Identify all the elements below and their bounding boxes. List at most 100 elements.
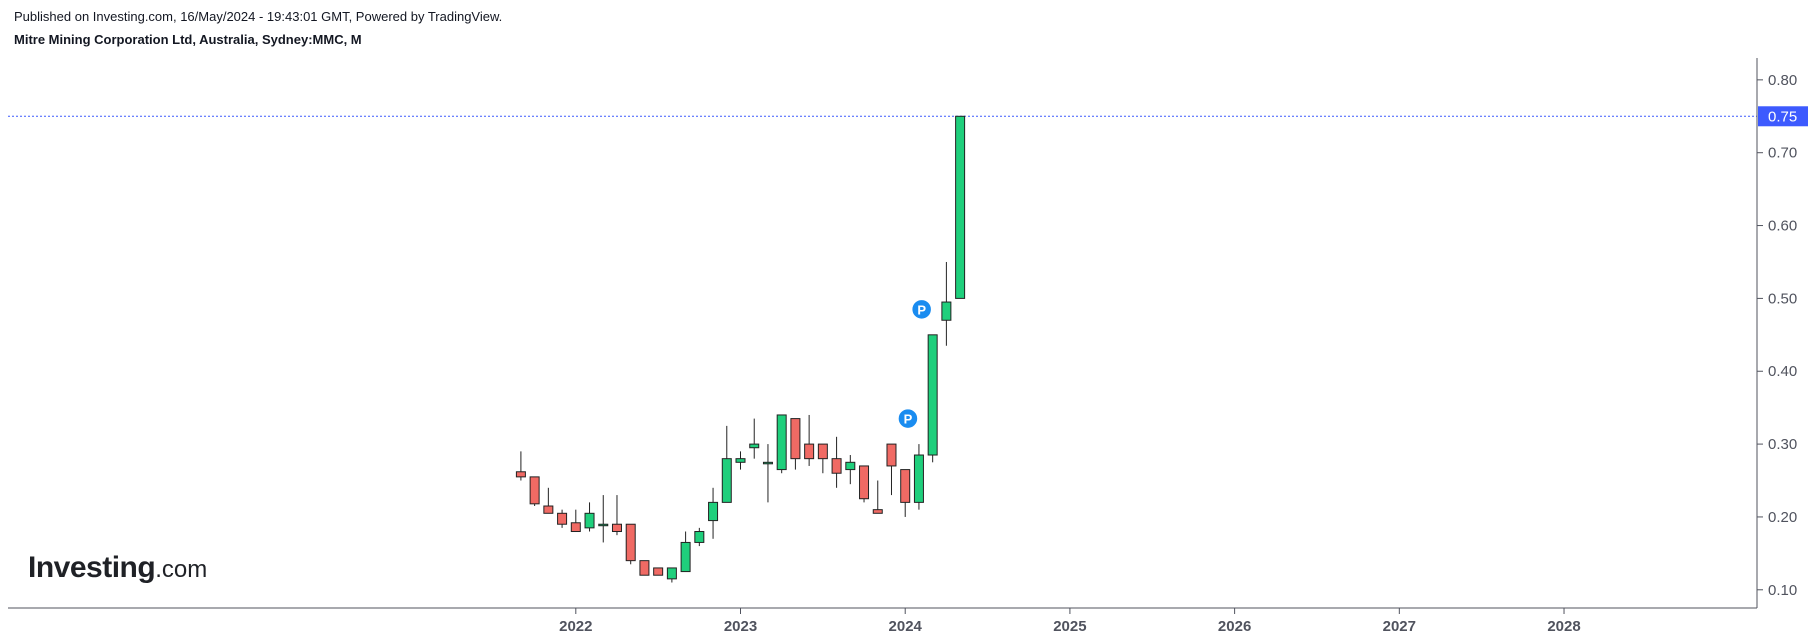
candle-body [570,522,581,533]
candle[interactable] [941,261,952,346]
candle-body [941,301,952,321]
candle[interactable] [625,523,636,565]
candle[interactable] [735,451,746,470]
event-marker-circle [910,298,933,321]
candle-body [639,560,650,576]
candle-body [831,458,842,474]
candle-body [611,523,622,533]
candle[interactable] [680,531,691,573]
candle-body [804,443,815,460]
instrument-title: Mitre Mining Corporation Ltd, Australia,… [14,32,362,47]
last-price-label: 0.75 [1768,108,1797,125]
x-axis-ticks: 2022 2023 2024 2025 2026 2027 2028 [559,608,1581,635]
y-axis-ticks: 0.10 0.20 0.30 0.40 0.50 0.60 0.70 0.80 [1757,72,1797,599]
candle-body [625,523,636,562]
x-tick-label: 2027 [1383,618,1416,635]
x-tick-label: 2025 [1053,618,1086,635]
candle[interactable] [749,418,760,459]
candle-body [721,458,732,503]
last-price-badge [1758,106,1808,127]
event-marker-circle [897,407,919,430]
candle[interactable] [913,444,924,510]
candle-body [515,471,526,478]
x-tick-label: 2022 [559,618,592,635]
candle-body [900,469,911,503]
candle[interactable] [584,502,595,532]
logo-text: Investing [28,551,156,584]
candle-body [872,509,883,514]
candle[interactable] [515,451,526,481]
candle[interactable] [859,465,870,503]
x-tick-label: 2028 [1547,618,1580,635]
candle[interactable] [639,560,650,576]
candle[interactable] [845,455,856,485]
candle[interactable] [666,567,677,583]
candle-body [666,567,677,580]
candle-body [776,414,787,471]
y-tick-label: 0.60 [1768,218,1797,235]
candle[interactable] [804,414,815,466]
candle-body [913,454,924,503]
y-tick-label: 0.70 [1768,145,1797,162]
candle-body [557,512,568,525]
candle-body [708,501,719,522]
candle[interactable] [694,527,705,547]
candles-layer [515,115,966,583]
candle[interactable] [529,476,540,507]
candle-body [543,505,554,514]
event-marker-label: P [904,412,913,427]
candle[interactable] [776,414,787,474]
candle[interactable] [570,509,581,533]
candle[interactable] [955,115,966,299]
candle[interactable] [831,436,842,488]
y-tick-label: 0.10 [1768,582,1797,599]
x-tick-label: 2026 [1218,618,1251,635]
last-price-layer: 0.75 [1758,106,1808,127]
candle[interactable] [721,425,732,503]
candle[interactable] [900,469,911,517]
event-marker[interactable]: P [897,407,919,430]
candle[interactable] [886,443,897,496]
y-tick-label: 0.50 [1768,290,1797,307]
candle-body [584,512,595,529]
y-tick-label: 0.80 [1768,72,1797,89]
candle[interactable] [598,495,609,543]
event-marker[interactable]: P [910,298,933,321]
event-marker-label: P [917,302,926,317]
candle[interactable] [790,418,801,470]
candle-body [859,465,870,500]
candle-body [790,418,801,460]
publish-info: Published on Investing.com, 16/May/2024 … [14,9,503,24]
candle-body [694,531,705,543]
candle-body [653,567,664,576]
candle-body [762,461,773,465]
logo-suffix: .com [155,556,208,583]
candle[interactable] [653,567,664,576]
x-tick-label: 2024 [889,618,923,635]
candle[interactable] [708,487,719,539]
candle-body [735,458,746,463]
candle[interactable] [611,495,622,536]
y-tick-label: 0.40 [1768,363,1797,380]
y-tick-label: 0.30 [1768,436,1797,453]
y-tick-label: 0.20 [1768,509,1797,526]
candle[interactable] [543,487,554,514]
candle-body [817,443,828,460]
candle[interactable] [762,444,773,503]
candle-body [529,476,540,505]
candle-body [845,461,856,471]
candle[interactable] [872,480,883,514]
candle-body [598,523,609,527]
candle-body [886,443,897,467]
candle-body [680,541,691,573]
candle-body [955,115,966,299]
investing-logo[interactable]: Investing.com [28,551,207,585]
candle[interactable] [927,334,938,463]
x-tick-label: 2023 [724,618,757,635]
candle-body [927,334,938,456]
candle-body [749,443,760,449]
markers-layer[interactable]: PP [897,298,933,430]
candle[interactable] [817,443,828,474]
candle[interactable] [557,509,568,528]
